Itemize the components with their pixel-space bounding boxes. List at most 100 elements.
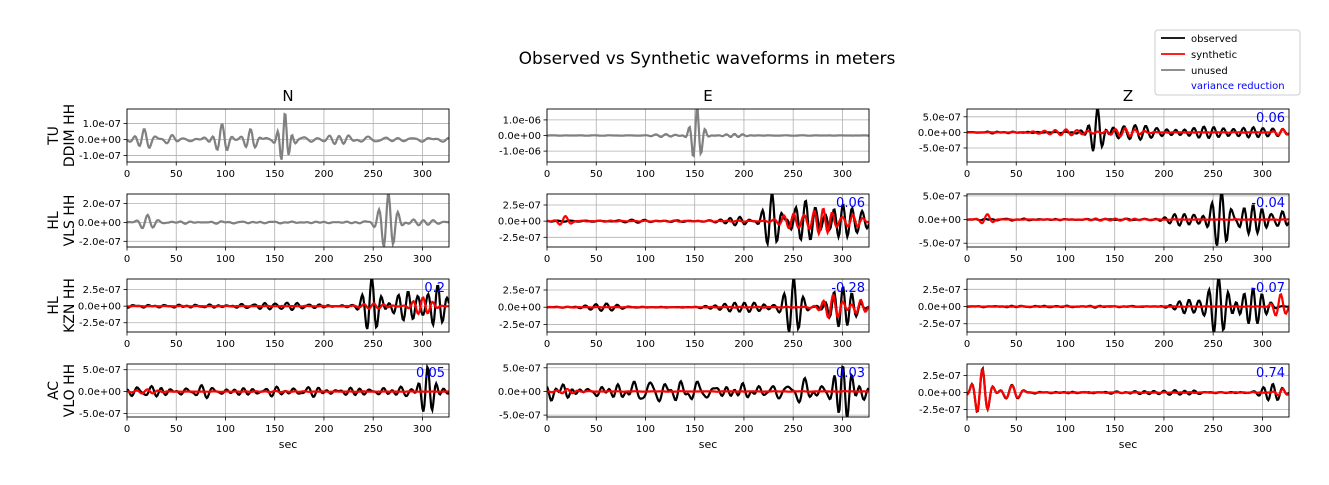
x-tick-label: 150	[1105, 254, 1124, 265]
panel-frame	[546, 363, 870, 418]
x-tick-label: 200	[314, 254, 333, 265]
unused-trace	[127, 194, 449, 247]
synthetic-trace	[967, 212, 1289, 225]
panel: 5.0e-070.0e+00-5.0e-070 50 100 150 200 250 300…	[918, 108, 1290, 180]
legend: observed synthetic unused variance reduc…	[1154, 29, 1301, 96]
row-station-label: VLO HH	[62, 364, 78, 417]
y-tick-label: 2.5e-07	[923, 371, 961, 382]
x-axis-label: sec	[279, 438, 298, 451]
x-tick-label: 300	[1253, 169, 1272, 180]
panel-frame	[966, 193, 1290, 248]
panel: 5.0e-070.0e+00-5.0e-070 50 100 150 200 250 300…	[918, 191, 1290, 265]
y-tick-label: -2.5e-07	[919, 319, 961, 330]
x-tick-label: 100	[216, 339, 235, 350]
y-tick-label: -2.5e-07	[79, 318, 121, 329]
x-tick-label: 200	[1154, 424, 1173, 435]
x-tick-label: 250	[364, 424, 383, 435]
x-tick-label: 150	[685, 254, 704, 265]
panel-frame	[126, 363, 450, 418]
x-tick-label: 50	[590, 254, 603, 265]
x-tick-label: 50	[170, 339, 183, 350]
x-tick-label: 150	[265, 254, 284, 265]
panel-frame	[126, 193, 450, 248]
x-tick-label: 100	[636, 169, 655, 180]
x-tick-label: 0	[124, 339, 130, 350]
variance-reduction-label: 0.05	[416, 366, 445, 381]
y-tick-label: 2.5e-07	[83, 285, 121, 296]
y-tick-label: -1.0e-07	[79, 151, 121, 162]
y-tick-label: -2.5e-07	[919, 405, 961, 416]
y-tick-label: 0.0e+00	[498, 303, 541, 314]
x-tick-label: 100	[1056, 169, 1075, 180]
y-tick-label: 5.0e-07	[923, 191, 961, 202]
x-tick-label: 250	[364, 254, 383, 265]
observed-trace	[127, 364, 449, 415]
y-tick-label: 0.0e+00	[918, 215, 961, 226]
x-tick-label: 50	[590, 339, 603, 350]
x-tick-label: 250	[364, 339, 383, 350]
y-tick-label: 0.0e+00	[498, 131, 541, 142]
x-tick-label: 100	[216, 169, 235, 180]
panel-frame	[126, 108, 450, 163]
synthetic-trace	[547, 207, 869, 237]
row-network-label: HL	[46, 211, 62, 230]
x-tick-label: 150	[265, 424, 284, 435]
panel: 1.0e-07 0.0e+00 -1.0e-070 50 100 150 200 250 300	[78, 108, 450, 180]
x-tick-label: 0	[544, 424, 550, 435]
x-tick-label: 250	[1204, 169, 1223, 180]
legend-label-observed: observed	[1191, 34, 1237, 45]
row-label: AC VLO HH	[46, 364, 78, 417]
x-tick-label: 0	[544, 339, 550, 350]
observed-trace	[127, 279, 449, 330]
x-tick-label: 50	[590, 169, 603, 180]
y-tick-label: 1.0e-06	[503, 115, 541, 126]
x-tick-label: 200	[1154, 169, 1173, 180]
row-station-label: KZN HH	[62, 278, 78, 333]
x-tick-label: 0	[964, 254, 970, 265]
y-tick-label: 5.0e-07	[923, 112, 961, 123]
x-tick-label: 150	[685, 169, 704, 180]
x-tick-label: 100	[636, 339, 655, 350]
x-tick-label: 0	[124, 424, 130, 435]
panel-frame	[966, 363, 1290, 418]
panel: 5.0e-070.0e+00-5.0e-070 50 100 150 200 250 300…	[78, 363, 450, 451]
y-tick-label: -2.0e-07	[79, 237, 121, 248]
row-label: HL KZN HH	[46, 278, 78, 333]
y-tick-label: 0.0e+00	[78, 302, 121, 313]
panel-frame	[546, 193, 870, 248]
variance-reduction-label: -0.28	[831, 281, 865, 296]
panel-frame	[966, 278, 1290, 333]
variance-reduction-label: 0.06	[836, 196, 865, 211]
unused-trace	[127, 112, 449, 161]
x-tick-label: 50	[1010, 254, 1023, 265]
x-tick-label: 0	[544, 254, 550, 265]
observed-trace	[547, 365, 869, 417]
x-tick-label: 0	[124, 169, 130, 180]
x-tick-label: 250	[1204, 254, 1223, 265]
column-title: Z	[1123, 87, 1133, 105]
x-tick-label: 100	[1056, 254, 1075, 265]
x-tick-label: 300	[413, 339, 432, 350]
x-tick-label: 50	[170, 424, 183, 435]
x-tick-label: 100	[216, 254, 235, 265]
y-tick-label: 2.5e-07	[503, 286, 541, 297]
panel: 2.5e-07 0.0e+00 -2.5e-070 50 100 150 200 250 300…	[918, 278, 1290, 350]
x-tick-label: 150	[685, 339, 704, 350]
row-network-label: TU	[46, 126, 62, 146]
legend-label-synthetic: synthetic	[1191, 50, 1237, 61]
y-tick-label: 5.0e-07	[83, 365, 121, 376]
y-tick-label: -5.0e-07	[919, 143, 961, 154]
y-tick-label: 2.0e-07	[83, 199, 121, 210]
row-label: TU DDIM HH	[46, 104, 78, 167]
x-axis-label: sec	[1119, 438, 1138, 451]
y-tick-label: -2.5e-07	[499, 320, 541, 331]
panel-frame	[546, 108, 870, 163]
panel-frame	[546, 278, 870, 333]
x-tick-label: 100	[216, 424, 235, 435]
x-tick-label: 250	[784, 169, 803, 180]
y-tick-label: 2.5e-07	[923, 285, 961, 296]
y-tick-label: 0.0e+00	[78, 218, 121, 229]
panel: 2.5e-07 0.0e+00 -2.5e-070 50 100 150 200 250 300…	[918, 363, 1290, 451]
synthetic-trace	[547, 293, 869, 320]
variance-reduction-label: 0.74	[1256, 366, 1285, 381]
